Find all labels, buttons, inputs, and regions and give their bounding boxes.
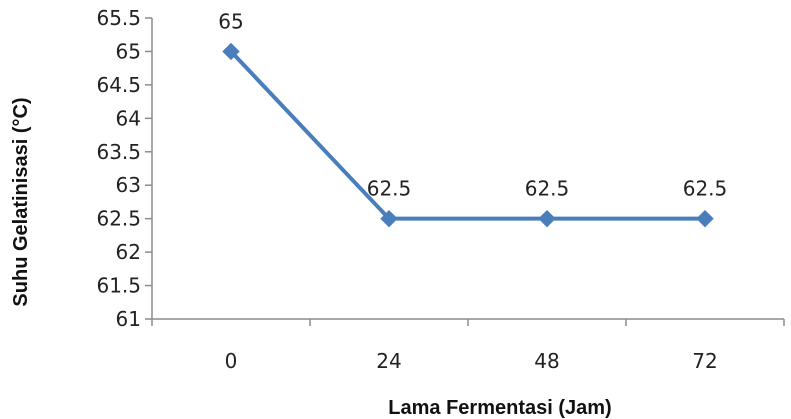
y-tick-label: 61.5 (96, 274, 141, 298)
x-tick-label: 0 (225, 349, 238, 373)
y-axis-title: Suhu Gelatinisasi (°C) (10, 97, 32, 306)
y-tick-label: 65.5 (96, 6, 141, 30)
data-point-marker (222, 42, 240, 61)
y-tick-label: 63.5 (96, 140, 141, 164)
series-line (229, 50, 705, 221)
data-labels: 65 62.5 62.5 62.5 (218, 9, 727, 200)
y-tick-label: 63 (116, 173, 141, 197)
x-tick-label: 72 (692, 349, 717, 373)
y-tick-label: 62.5 (96, 207, 141, 231)
data-point-marker (538, 209, 556, 228)
data-label: 65 (218, 9, 243, 33)
x-axis-title: Lama Fermentasi (Jam) (388, 397, 611, 419)
y-tick-label: 64 (116, 106, 141, 130)
y-axis-ticks: 61 61.5 62 62.5 63 63.5 64 64.5 65 65.5 (96, 6, 152, 331)
data-point-marker (696, 209, 714, 228)
data-point-marker (380, 209, 398, 228)
y-tick-label: 64.5 (96, 73, 141, 97)
series-line-group (222, 42, 714, 228)
x-tick-label: 24 (376, 349, 401, 373)
x-axis-ticks: 0 24 48 72 (151, 319, 785, 373)
data-label: 62.5 (525, 177, 570, 201)
y-tick-label: 62 (116, 240, 141, 264)
y-tick-label: 65 (116, 39, 141, 63)
data-label: 62.5 (683, 177, 728, 201)
data-label: 62.5 (367, 177, 412, 201)
y-tick-label: 61 (116, 307, 141, 331)
x-tick-label: 48 (534, 349, 559, 373)
